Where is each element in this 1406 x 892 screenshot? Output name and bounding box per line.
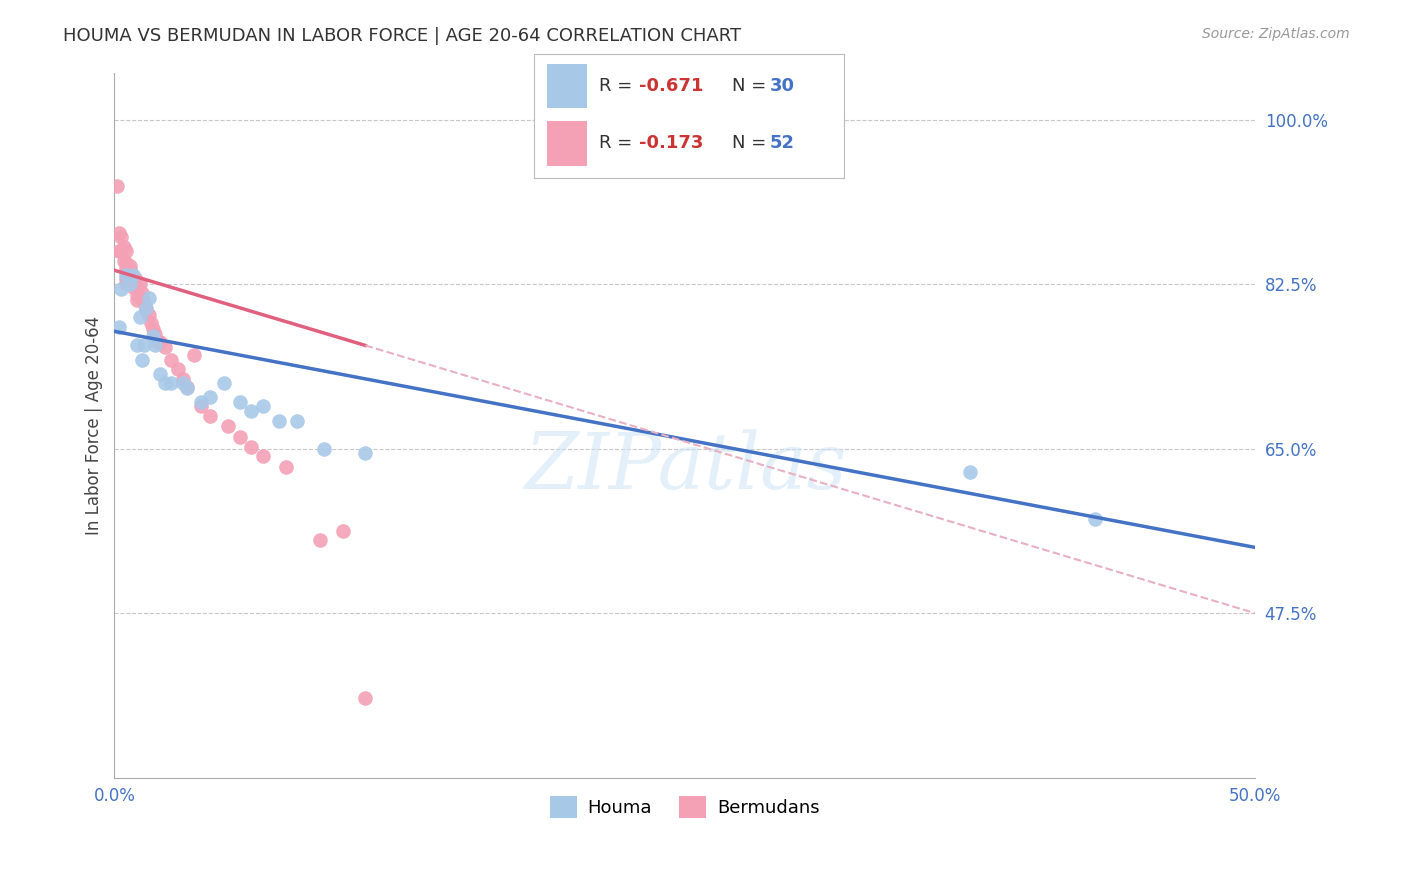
Text: ZIPatlas: ZIPatlas (523, 429, 846, 506)
Text: HOUMA VS BERMUDAN IN LABOR FORCE | AGE 20-64 CORRELATION CHART: HOUMA VS BERMUDAN IN LABOR FORCE | AGE 2… (63, 27, 741, 45)
Text: 30: 30 (769, 77, 794, 95)
Point (149, 367, 172, 381)
Point (149, 334, 172, 349)
Point (110, 230, 132, 244)
Point (145, 327, 167, 342)
Point (142, 321, 165, 335)
Point (108, 319, 131, 334)
Point (267, 413, 290, 427)
Point (354, 690, 377, 705)
Point (314, 442, 336, 456)
Point (146, 334, 169, 349)
Point (252, 450, 274, 464)
Text: 52: 52 (769, 135, 794, 153)
Point (128, 310, 150, 325)
Point (108, 226, 131, 240)
Point (200, 409, 222, 423)
Point (114, 268, 136, 282)
Point (167, 362, 190, 376)
Point (160, 352, 183, 367)
Point (240, 404, 263, 418)
Point (120, 263, 142, 277)
Point (128, 277, 150, 292)
Text: R =: R = (599, 77, 638, 95)
Point (114, 265, 136, 279)
Point (332, 524, 354, 539)
Point (153, 376, 176, 390)
Point (354, 446, 377, 460)
Point (105, 178, 128, 193)
Point (127, 338, 149, 352)
Point (200, 390, 222, 404)
Point (112, 240, 135, 254)
Point (172, 372, 194, 386)
Point (108, 244, 131, 259)
Point (120, 270, 142, 285)
Text: -0.671: -0.671 (640, 77, 704, 95)
Text: N =: N = (733, 77, 772, 95)
Point (110, 244, 132, 259)
Point (142, 329, 165, 343)
Point (127, 287, 149, 301)
Point (114, 256, 136, 270)
Point (959, 465, 981, 479)
Point (190, 394, 212, 409)
Point (135, 302, 157, 317)
Point (124, 277, 146, 291)
Point (121, 273, 143, 287)
Point (120, 259, 142, 273)
Point (229, 429, 252, 443)
Point (138, 292, 160, 306)
Point (127, 293, 149, 308)
Point (120, 277, 142, 292)
Point (308, 533, 330, 547)
Point (138, 309, 160, 323)
Point (176, 380, 198, 394)
Point (160, 376, 183, 390)
Point (131, 292, 153, 306)
Text: N =: N = (733, 135, 772, 153)
Point (132, 296, 155, 310)
Point (135, 301, 157, 315)
Point (172, 376, 194, 390)
Point (121, 268, 143, 282)
Point (124, 270, 146, 285)
Point (183, 348, 205, 362)
Point (114, 261, 136, 276)
Point (114, 244, 136, 259)
Point (1084, 512, 1107, 526)
Point (114, 277, 136, 291)
Point (110, 282, 132, 296)
Point (114, 270, 136, 285)
Point (229, 394, 252, 409)
Point (212, 376, 235, 390)
Point (117, 267, 139, 281)
Bar (547, 63, 586, 109)
Point (131, 352, 153, 367)
Point (112, 253, 135, 268)
Point (240, 440, 263, 454)
Point (145, 338, 167, 352)
Bar (547, 121, 586, 166)
Point (131, 285, 153, 300)
Point (176, 381, 198, 395)
Point (285, 413, 308, 427)
Point (121, 280, 143, 294)
Point (274, 459, 297, 474)
Text: R =: R = (599, 135, 638, 153)
Point (252, 400, 274, 414)
Point (153, 340, 176, 354)
Legend: Houma, Bermudans: Houma, Bermudans (543, 789, 827, 825)
Y-axis label: In Labor Force | Age 20-64: In Labor Force | Age 20-64 (86, 316, 103, 535)
Text: -0.173: -0.173 (640, 135, 704, 153)
Point (127, 282, 149, 296)
Point (190, 399, 212, 413)
Point (139, 316, 162, 330)
Text: Source: ZipAtlas.com: Source: ZipAtlas.com (1202, 27, 1350, 41)
Point (132, 338, 155, 352)
Point (217, 419, 239, 434)
Point (117, 261, 139, 276)
